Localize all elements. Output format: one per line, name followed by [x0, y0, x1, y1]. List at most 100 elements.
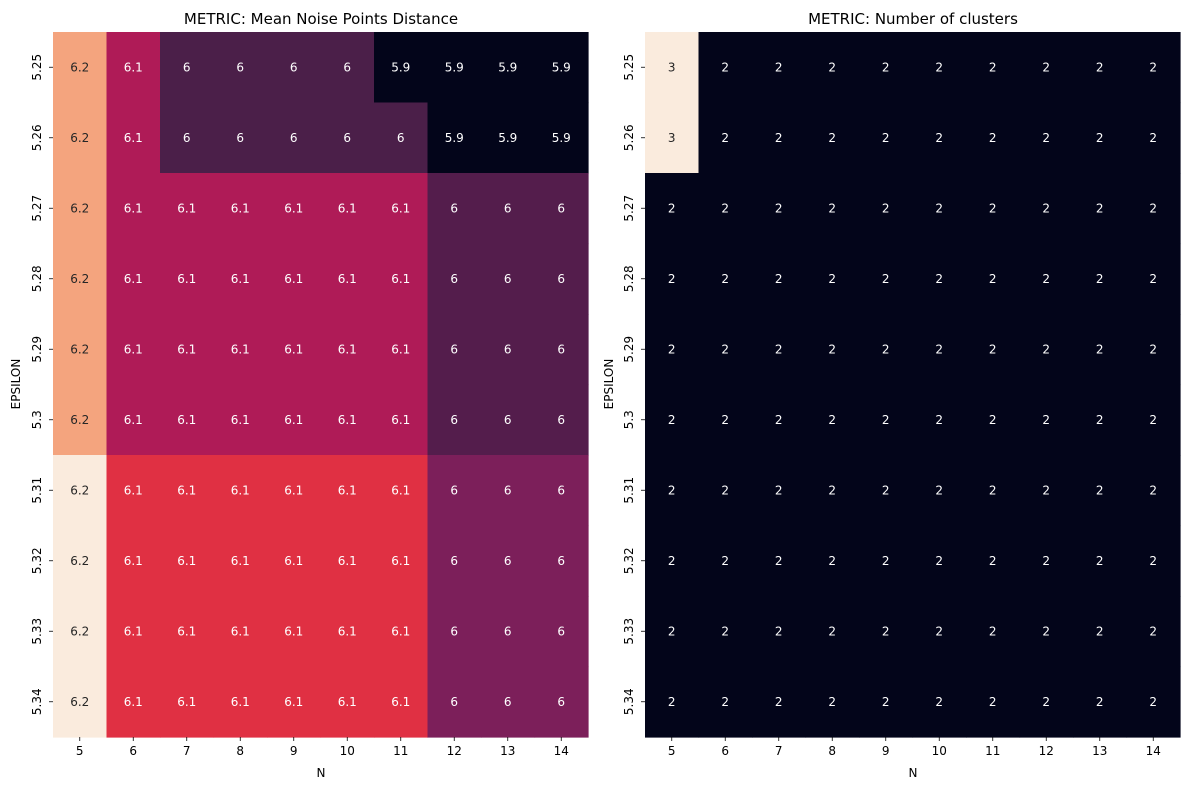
heatmap-cell-label: 2 — [828, 483, 836, 497]
heatmap-cell — [752, 102, 807, 174]
heatmap-cell — [805, 384, 860, 456]
heatmap-cell — [752, 596, 807, 668]
heatmap-cell-label: 2 — [935, 483, 943, 497]
heatmap-cell-label: 6.1 — [124, 60, 143, 74]
heatmap-cell — [966, 525, 1021, 597]
heatmap-cell-label: 6.1 — [338, 695, 357, 709]
y-tick-label: 5.26 — [622, 124, 636, 151]
heatmap-cell-label: 2 — [721, 60, 729, 74]
heatmap-cell-label: 2 — [1149, 624, 1157, 638]
heatmap-cell — [267, 666, 322, 738]
heatmap-cell — [752, 525, 807, 597]
x-tick-label: 10 — [932, 744, 947, 758]
heatmap-cell-label: 2 — [1042, 131, 1050, 145]
heatmap-cell-label: 6 — [557, 483, 565, 497]
heatmap-cell — [106, 314, 161, 386]
heatmap-cell-label: 6 — [557, 342, 565, 356]
heatmap-cell-label: 2 — [1096, 342, 1104, 356]
heatmap-cell — [213, 596, 268, 668]
heatmap-cell — [752, 384, 807, 456]
heatmap-cell — [1073, 173, 1128, 245]
heatmap-cell-label: 6 — [557, 624, 565, 638]
heatmap-cell — [645, 384, 700, 456]
y-tick-label: 5.28 — [622, 265, 636, 292]
heatmap-cell — [1019, 596, 1074, 668]
heatmap-cell — [427, 173, 482, 245]
heatmap-cell-label: 2 — [1149, 554, 1157, 568]
heatmap-cell-label: 6.1 — [124, 554, 143, 568]
heatmap-cell — [374, 596, 429, 668]
heatmap-cell — [752, 32, 807, 104]
heatmap-cell-label: 6.1 — [338, 483, 357, 497]
heatmap-cell — [912, 455, 967, 527]
heatmap-cell-label: 2 — [775, 272, 783, 286]
heatmap-cell — [320, 455, 375, 527]
heatmap-cell-label: 6.1 — [391, 201, 410, 215]
heatmap-cell-label: 2 — [668, 695, 676, 709]
heatmap-cell-label: 6.2 — [70, 483, 89, 497]
heatmap-cell-label: 6 — [290, 60, 298, 74]
y-tick-label: 5.34 — [622, 688, 636, 715]
heatmap-cell — [53, 243, 108, 315]
x-tick-label: 7 — [775, 744, 783, 758]
heatmap-cell — [427, 525, 482, 597]
heatmap-cell — [320, 384, 375, 456]
heatmap-cell — [805, 243, 860, 315]
x-tick-label: 11 — [985, 744, 1000, 758]
heatmap-cell — [374, 243, 429, 315]
heatmap-cell-label: 6.1 — [124, 695, 143, 709]
x-tick-label: 5 — [76, 744, 84, 758]
heatmap-cell-label: 2 — [828, 201, 836, 215]
heatmap-cell-label: 6 — [450, 554, 458, 568]
heatmap-cell — [481, 314, 536, 386]
heatmap-cell-label: 6.1 — [284, 554, 303, 568]
heatmap-cell-label: 6 — [343, 60, 351, 74]
heatmap-cell — [534, 666, 589, 738]
heatmap-cell — [213, 32, 268, 104]
heatmap-cell — [320, 666, 375, 738]
heatmap-cell-label: 3 — [668, 131, 676, 145]
heatmap-cell — [859, 455, 914, 527]
heatmap-cell-label: 6.1 — [231, 554, 250, 568]
heatmap-cell-label: 2 — [668, 413, 676, 427]
heatmap-cell-label: 6.1 — [391, 272, 410, 286]
heatmap-cell — [645, 32, 700, 104]
heatmap-cell — [805, 455, 860, 527]
heatmap-cell-label: 2 — [1042, 201, 1050, 215]
heatmap-cell-label: 6 — [504, 272, 512, 286]
heatmap-cell-label: 2 — [775, 201, 783, 215]
heatmap-cell-label: 2 — [1149, 201, 1157, 215]
heatmap-2-x-axis-label: N — [909, 766, 918, 780]
heatmap-cell-label: 2 — [989, 131, 997, 145]
heatmap-cell-label: 2 — [935, 272, 943, 286]
x-tick-label: 9 — [290, 744, 298, 758]
heatmap-cell — [106, 173, 161, 245]
heatmap-cell-label: 6 — [450, 272, 458, 286]
heatmap-cell — [53, 384, 108, 456]
heatmap-cell-label: 6.2 — [70, 413, 89, 427]
heatmap-cell — [859, 243, 914, 315]
heatmap-cell-label: 6 — [450, 695, 458, 709]
heatmap-cell-label: 6.1 — [338, 342, 357, 356]
heatmap-cell — [213, 173, 268, 245]
heatmap-cell — [1019, 314, 1074, 386]
heatmap-cell — [645, 243, 700, 315]
heatmap-cell-label: 2 — [1149, 413, 1157, 427]
heatmap-cell — [1019, 666, 1074, 738]
heatmap-cell-label: 2 — [1096, 131, 1104, 145]
heatmap-cell-label: 6.1 — [124, 413, 143, 427]
heatmap-1-cells: 6.2 6.1 6 6 6 6 5.9 5.9 5.9 5.9 6.2 6.1 6 6 6 6 6 5.9 5.9 5… — [53, 32, 589, 738]
heatmap-cell — [645, 596, 700, 668]
heatmap-cell — [698, 173, 753, 245]
heatmap-2-y-axis-label: EPSILON — [602, 359, 616, 410]
heatmap-cell-label: 6 — [343, 131, 351, 145]
heatmap-cell — [1073, 666, 1128, 738]
heatmap-cell-label: 6.1 — [391, 695, 410, 709]
heatmap-cell — [427, 102, 482, 174]
heatmap-cell — [160, 243, 215, 315]
heatmap-cell-label: 2 — [882, 60, 890, 74]
heatmap-cell — [374, 455, 429, 527]
heatmap-1-x-ticks: 5 6 7 8 9 10 11 12 13 14 — [76, 737, 569, 758]
heatmap-cell-label: 6 — [450, 624, 458, 638]
y-tick-label: 5.25 — [622, 54, 636, 81]
